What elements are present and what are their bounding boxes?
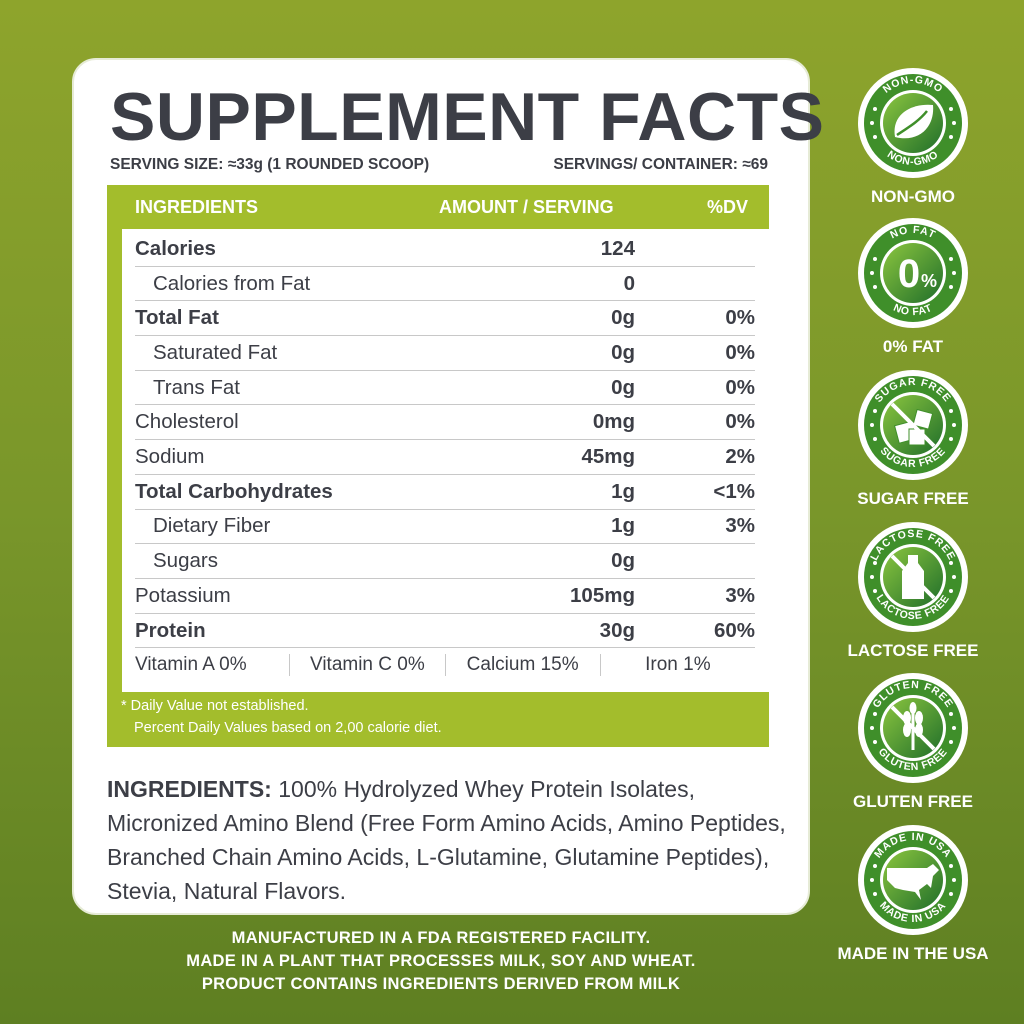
badge-label: SUGAR FREE: [857, 489, 969, 508]
badge-sugar-free: SUGAR FREE SUGAR FREE: [857, 369, 969, 481]
nutrient-dv: 2%: [725, 445, 755, 469]
ingredients-text: INGREDIENTS: 100% Hydrolyzed Whey Protei…: [107, 772, 797, 908]
badge-non-gmo: NON-GMO NON-GMO: [857, 67, 969, 179]
table-row: Total Carbohydrates 1g <1%: [135, 475, 755, 510]
nutrient-name: Sugars: [153, 549, 218, 573]
header-amount: AMOUNT / SERVING: [439, 197, 614, 217]
nutrient-dv: 0%: [725, 340, 755, 364]
badge-gluten-free: GLUTEN FREE GLUTEN FREE: [857, 672, 969, 784]
vitamin-a: Vitamin A 0%: [135, 654, 247, 675]
svg-text:NON-GMO: NON-GMO: [885, 148, 941, 168]
page-title: SUPPLEMENT FACTS: [110, 79, 825, 155]
nutrient-amount: 45mg: [581, 445, 635, 469]
nutrient-amount: 1g: [611, 514, 635, 538]
table-row: Protein 30g 60%: [135, 614, 755, 649]
table-row: Sugars 0g: [135, 544, 755, 579]
table-row: Sodium 45mg 2%: [135, 440, 755, 475]
ingredients-label: INGREDIENTS:: [107, 776, 272, 802]
facts-rows: Vitamin A 0% Vitamin C 0% Calcium 15% Ir…: [122, 229, 769, 692]
nutrient-amount: 0g: [611, 340, 635, 364]
bottom-line-3: PRODUCT CONTAINS INGREDIENTS DERIVED FRO…: [201, 975, 681, 993]
nutrient-name: Trans Fat: [153, 375, 240, 399]
nutrient-amount: 0g: [611, 306, 635, 330]
nutrient-name: Dietary Fiber: [153, 514, 271, 538]
svg-text:NO FAT: NO FAT: [888, 224, 938, 241]
bottom-line-2: MADE IN A PLANT THAT PROCESSES MILK, SOY…: [186, 952, 696, 970]
header-ingredients: INGREDIENTS: [135, 197, 259, 217]
badge-lactose-free: LACTOSE FREE LACTOSE FREE: [857, 521, 969, 633]
usa-map-icon: [887, 864, 939, 900]
table-row: Potassium 105mg 3%: [135, 579, 755, 614]
nutrient-dv: 0%: [725, 410, 755, 434]
nutrient-amount: 1g: [611, 479, 635, 503]
nutrient-name: Saturated Fat: [153, 340, 278, 364]
ingredients-list: 100% Hydrolyzed Whey Protein Isolates, M…: [107, 776, 786, 904]
header-dv: %DV: [707, 197, 749, 217]
badge-label: MADE IN THE USA: [837, 944, 989, 963]
calcium: Calcium 15%: [444, 654, 600, 676]
leaf-icon: [894, 104, 934, 139]
nutrient-amount: 0: [623, 271, 635, 295]
nutrient-name: Cholesterol: [135, 410, 239, 434]
serving-size: SERVING SIZE: ≈33g (1 ROUNDED SCOOP): [110, 156, 430, 173]
table-row: Dietary Fiber 1g 3%: [135, 510, 755, 545]
nutrient-amount: 0g: [611, 549, 635, 573]
nutrient-name: Calories: [135, 236, 216, 260]
nutrient-amount: 0mg: [592, 410, 635, 434]
nutrient-name: Total Fat: [135, 306, 219, 330]
table-row: Calories from Fat 0: [135, 267, 755, 302]
nutrient-name: Calories from Fat: [153, 271, 311, 295]
nutrient-amount: 124: [600, 236, 635, 260]
nutrient-name: Potassium: [135, 583, 231, 607]
nutrient-dv: 0%: [725, 375, 755, 399]
badge-label: 0% FAT: [882, 337, 944, 356]
table-row: Cholesterol 0mg 0%: [135, 406, 755, 441]
servings-per-container: SERVINGS/ CONTAINER: ≈69: [553, 156, 768, 173]
table-row: Total Fat 0g 0%: [135, 301, 755, 337]
nutrient-amount: 30g: [599, 618, 635, 642]
nutrient-dv: 3%: [725, 514, 755, 538]
svg-text:0: 0: [898, 252, 920, 296]
svg-text:%: %: [921, 271, 937, 291]
nutrient-dv: 60%: [713, 618, 755, 642]
nutrient-amount: 105mg: [570, 583, 635, 607]
nutrient-dv: 0%: [725, 306, 755, 330]
footnote-1: * Daily Value not established.: [121, 698, 309, 714]
bottom-line-1: MANUFACTURED IN A FDA REGISTERED FACILIT…: [231, 929, 651, 947]
nutrient-name: Total Carbohydrates: [135, 479, 333, 503]
nutrient-dv: 3%: [725, 583, 755, 607]
badge-made-in-the-usa: MADE IN USA MADE IN USA: [857, 824, 969, 936]
zero-percent-icon: 0%: [898, 252, 937, 296]
nutrient-amount: 0g: [611, 375, 635, 399]
vitamins-row: Vitamin A 0% Vitamin C 0% Calcium 15% Ir…: [135, 654, 755, 676]
supplement-facts-card: SUPPLEMENT FACTS SERVING SIZE: ≈33g (1 R…: [72, 58, 824, 915]
badge-label: LACTOSE FREE: [847, 641, 979, 660]
footnote-2: Percent Daily Values based on 2,00 calor…: [134, 720, 442, 736]
table-row: Calories 124: [135, 232, 755, 267]
badge-0-fat: NO FAT NO FAT 0%: [857, 217, 969, 329]
nutrient-name: Sodium: [135, 445, 205, 469]
iron: Iron 1%: [599, 654, 755, 676]
badge-label: GLUTEN FREE: [853, 792, 973, 811]
table-row: Saturated Fat 0g 0%: [135, 336, 755, 371]
nutrient-name: Protein: [135, 618, 206, 642]
facts-table: INGREDIENTS AMOUNT / SERVING %DV Vitamin…: [107, 185, 769, 747]
vitamin-c: Vitamin C 0%: [289, 654, 444, 676]
badge-label: NON-GMO: [870, 187, 956, 206]
svg-text:NO FAT: NO FAT: [892, 302, 935, 318]
nutrient-dv: <1%: [713, 479, 755, 503]
table-row: Trans Fat 0g 0%: [135, 371, 755, 406]
